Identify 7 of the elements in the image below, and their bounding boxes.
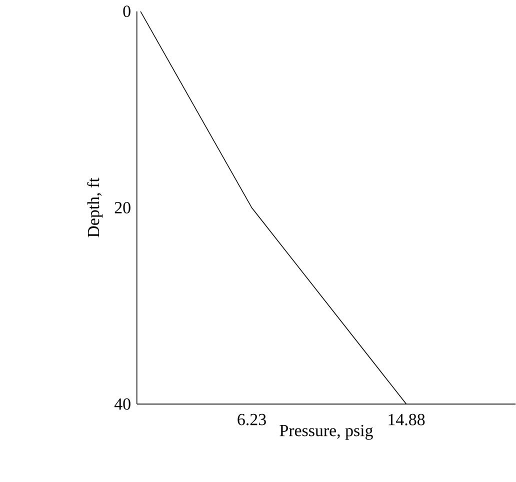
x-axis-title: Pressure, psig: [280, 424, 373, 440]
y-tick-label: 40: [114, 398, 130, 410]
x-tick-label: 14.88: [388, 414, 425, 426]
y-tick-label: 0: [123, 6, 130, 18]
x-tick-label: 6.23: [238, 414, 266, 426]
y-axis-title: Depth, ft: [87, 178, 103, 238]
y-tick-label: 20: [114, 202, 130, 214]
